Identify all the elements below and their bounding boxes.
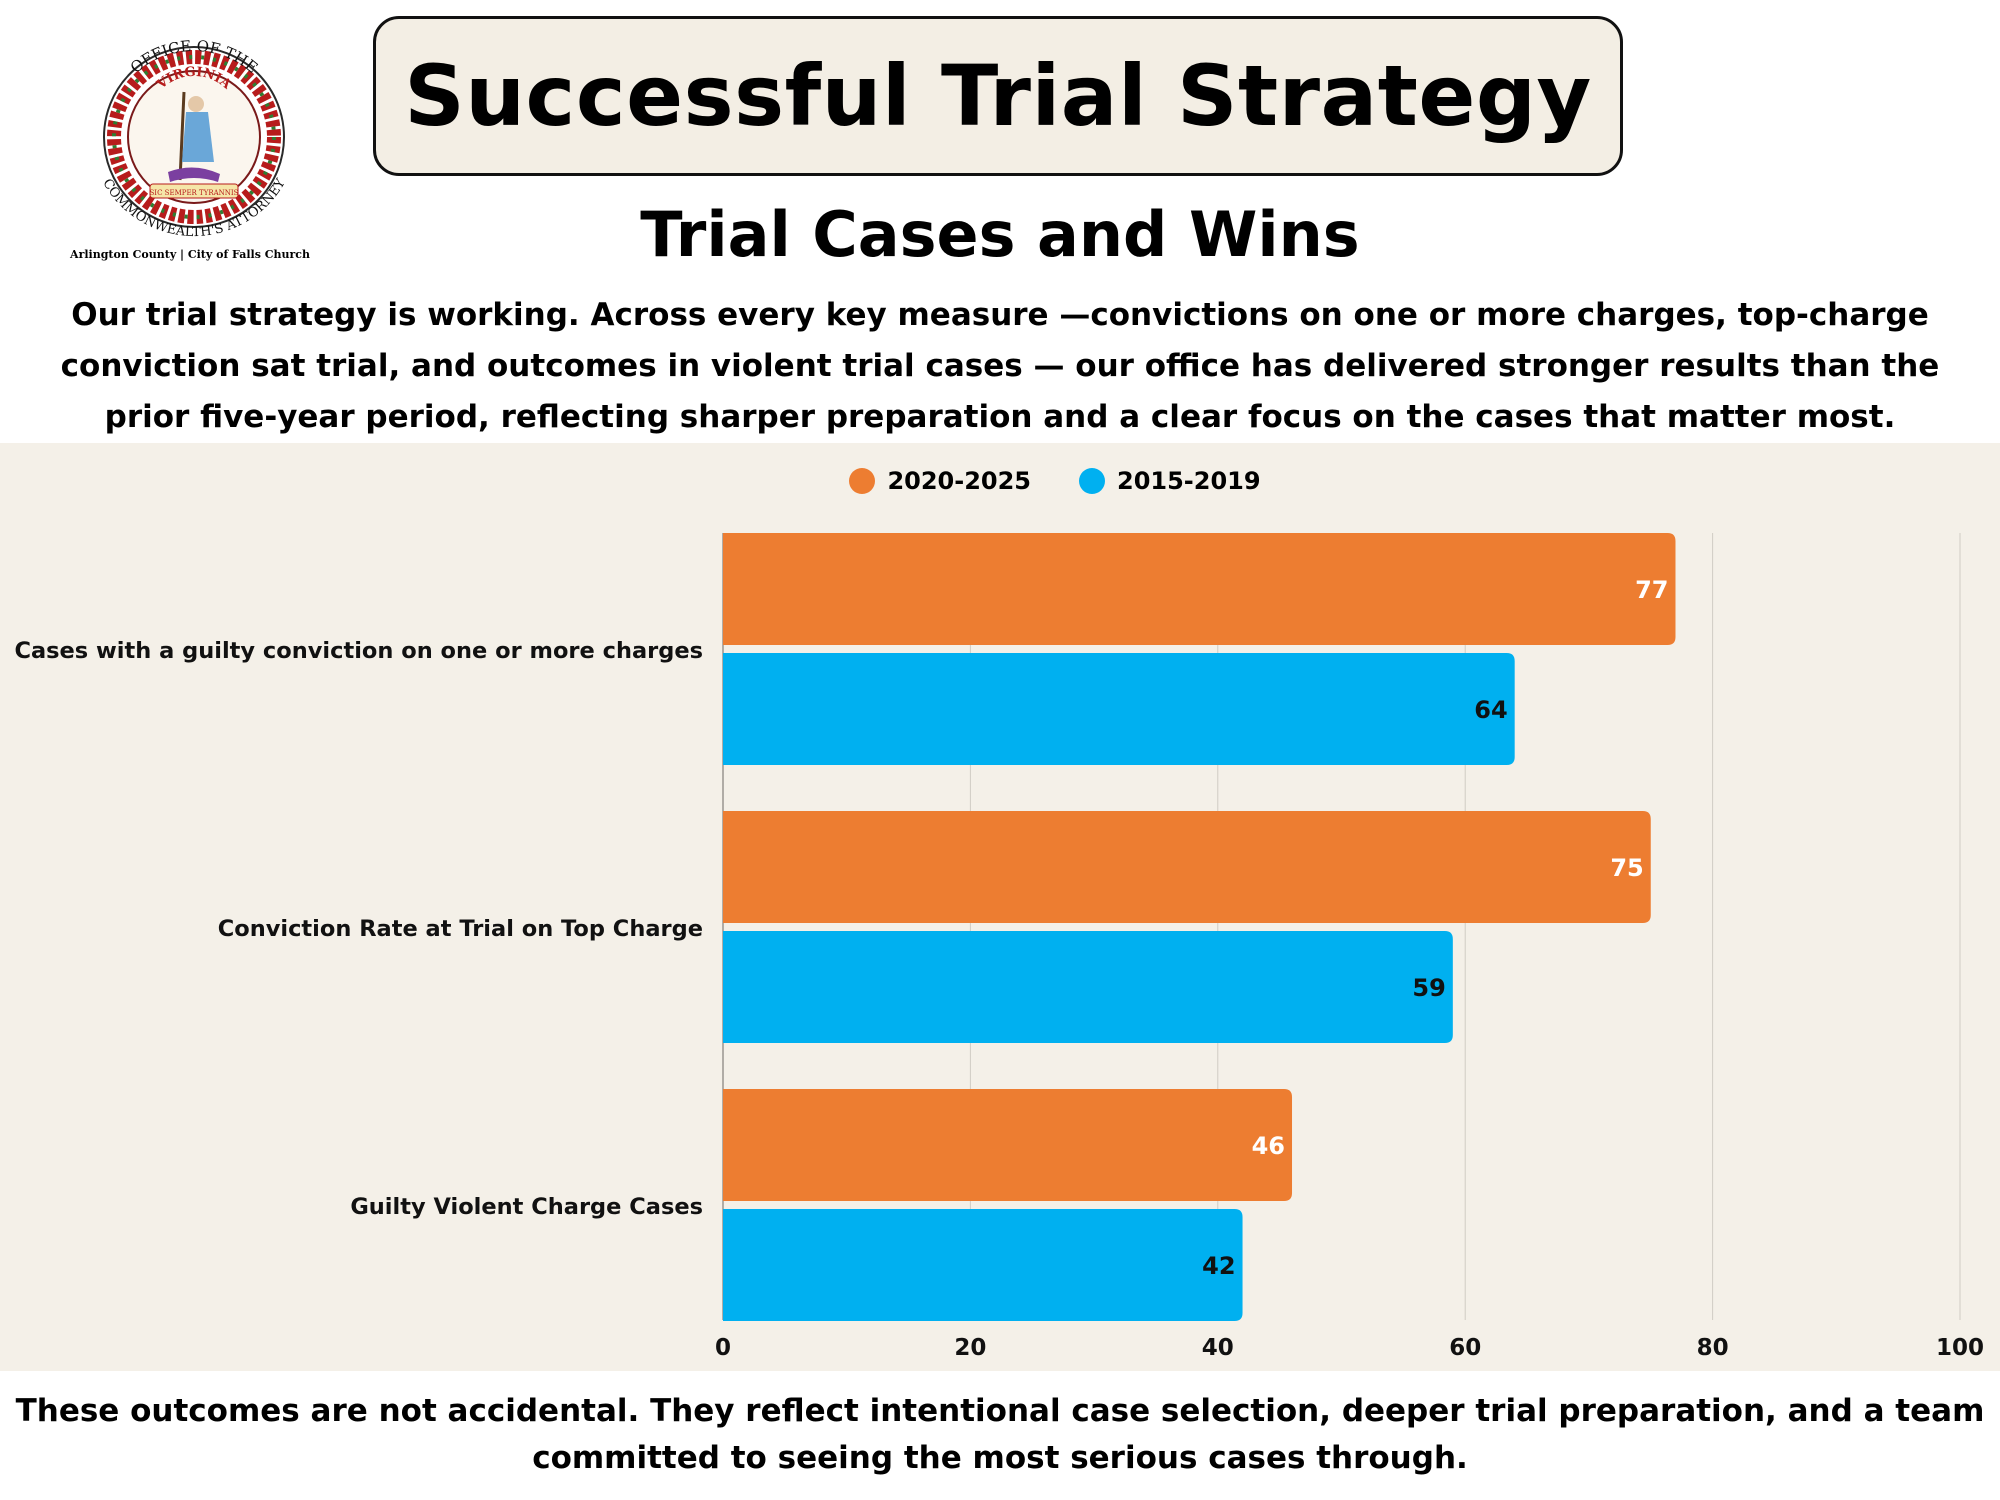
seal-outer-ring [103, 46, 285, 228]
virtus-figure-icon [168, 91, 220, 182]
x-tick-label-20: 20 [954, 1335, 986, 1361]
footer-text: These outcomes are not accidental. They … [15, 1393, 1985, 1476]
bar-2020-2025-cat-1 [723, 811, 1651, 923]
legend-label-2015-2019: 2015-2019 [1117, 467, 1261, 495]
legend-swatch-2020-2025 [849, 468, 876, 494]
data-label-2015-2019-cat-1: 59 [1412, 974, 1445, 1002]
seal-logo: OFFICE OF THE COMMONWEALTH'S ATTORNEY VI… [99, 37, 289, 240]
chart-legend: 2020-2025 2015-2019 [0, 467, 2000, 495]
title-box: Successful Trial Strategy [373, 16, 1623, 176]
data-label-2020-2025-cat-2: 46 [1252, 1132, 1285, 1160]
legend-item-2020-2025: 2020-2025 [849, 467, 1031, 495]
seal-motto: SIC SEMPER TYRANNIS [150, 189, 239, 197]
bar-chart: 0 20 40 60 80 100 77 64 Cases with a guilty conv… [14, 533, 1984, 1361]
category-label-1: Conviction Rate at Trial on Top Charge [218, 916, 703, 942]
category-label-0: Cases with a guilty conviction on one or… [14, 638, 703, 664]
seal-leaf-ring [112, 55, 276, 219]
seal-motto-banner [149, 183, 239, 199]
x-tick-label-80: 80 [1697, 1335, 1729, 1361]
legend-label-2020-2025: 2020-2025 [887, 467, 1031, 495]
chart-panel: 2020-2025 2015-2019 0 20 40 60 80 100 77 64 Case… [0, 443, 2000, 1371]
x-tick-label-0: 0 [715, 1335, 731, 1361]
legend-item-2015-2019: 2015-2019 [1079, 467, 1261, 495]
x-tick-label-40: 40 [1202, 1335, 1234, 1361]
x-tick-label-100: 100 [1936, 1335, 1984, 1361]
legend-swatch-2015-2019 [1079, 468, 1105, 494]
seal-caption: Arlington County | City of Falls Church [70, 248, 310, 261]
bar-2015-2019-cat-0 [723, 653, 1515, 765]
intro-paragraph: Our trial strategy is working. Across ev… [60, 297, 1940, 435]
bar-2020-2025-cat-0 [723, 533, 1676, 645]
data-label-2015-2019-cat-0: 64 [1474, 696, 1507, 724]
category-label-2: Guilty Violent Charge Cases [350, 1194, 703, 1220]
bar-2015-2019-cat-2 [723, 1209, 1243, 1321]
bar-2015-2019-cat-1 [723, 931, 1453, 1043]
data-label-2020-2025-cat-1: 75 [1610, 854, 1643, 882]
page-title: Successful Trial Strategy [404, 47, 1592, 145]
data-label-2020-2025-cat-0: 77 [1635, 576, 1668, 604]
page-subtitle: Trial Cases and Wins [640, 198, 1360, 271]
x-tick-label-60: 60 [1449, 1335, 1481, 1361]
data-label-2015-2019-cat-2: 42 [1202, 1252, 1235, 1280]
bar-2020-2025-cat-2 [723, 1089, 1293, 1201]
